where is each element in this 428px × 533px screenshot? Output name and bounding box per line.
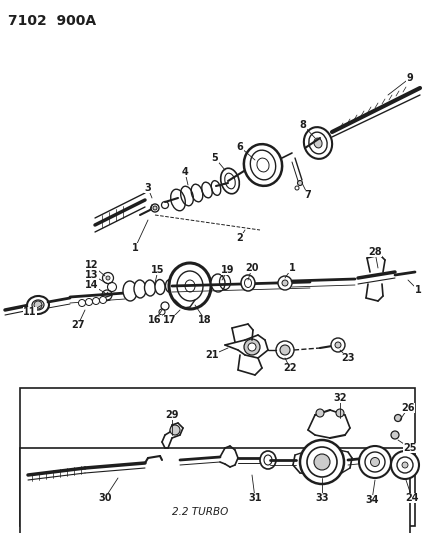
Text: 4: 4 xyxy=(181,167,188,177)
Text: 7: 7 xyxy=(305,190,312,200)
Text: 7102  900A: 7102 900A xyxy=(8,14,96,28)
Circle shape xyxy=(86,298,92,305)
Text: 5: 5 xyxy=(211,153,218,163)
Ellipse shape xyxy=(241,275,255,291)
Circle shape xyxy=(331,338,345,352)
Text: 18: 18 xyxy=(198,315,212,325)
Ellipse shape xyxy=(402,462,408,468)
Ellipse shape xyxy=(359,446,391,478)
Text: 19: 19 xyxy=(221,265,235,275)
Text: 1: 1 xyxy=(132,243,138,253)
Ellipse shape xyxy=(391,451,419,479)
Ellipse shape xyxy=(307,447,337,477)
Text: 2: 2 xyxy=(237,233,244,243)
Text: 13: 13 xyxy=(85,270,99,280)
Circle shape xyxy=(248,343,256,351)
Ellipse shape xyxy=(314,454,330,470)
Circle shape xyxy=(336,409,344,417)
Ellipse shape xyxy=(27,296,49,314)
Ellipse shape xyxy=(260,451,276,469)
Text: 17: 17 xyxy=(163,315,177,325)
Text: 9: 9 xyxy=(407,73,413,83)
Text: 22: 22 xyxy=(283,363,297,373)
Ellipse shape xyxy=(169,263,211,309)
Ellipse shape xyxy=(300,440,344,484)
Ellipse shape xyxy=(166,279,175,293)
Ellipse shape xyxy=(123,281,137,301)
Circle shape xyxy=(316,409,324,417)
Text: 30: 30 xyxy=(98,493,112,503)
Circle shape xyxy=(282,280,288,286)
Ellipse shape xyxy=(397,457,413,473)
Text: 26: 26 xyxy=(401,403,415,413)
Circle shape xyxy=(335,342,341,348)
Ellipse shape xyxy=(211,274,225,292)
Circle shape xyxy=(280,345,290,355)
Circle shape xyxy=(276,341,294,359)
Circle shape xyxy=(106,276,110,280)
Ellipse shape xyxy=(134,280,146,298)
Text: 21: 21 xyxy=(205,350,219,360)
Circle shape xyxy=(170,425,180,435)
Ellipse shape xyxy=(155,279,165,295)
Circle shape xyxy=(244,339,260,355)
Text: 14: 14 xyxy=(85,280,99,290)
Text: 12: 12 xyxy=(85,260,99,270)
Text: 29: 29 xyxy=(165,410,179,420)
Text: 31: 31 xyxy=(248,493,262,503)
Ellipse shape xyxy=(314,138,322,148)
Text: 1: 1 xyxy=(288,263,295,273)
Circle shape xyxy=(297,181,303,185)
Text: 11: 11 xyxy=(23,307,37,317)
Ellipse shape xyxy=(371,457,380,466)
Text: 2.2 TURBO: 2.2 TURBO xyxy=(172,507,228,517)
Text: 16: 16 xyxy=(148,315,162,325)
Ellipse shape xyxy=(365,452,385,472)
Circle shape xyxy=(395,415,401,422)
Circle shape xyxy=(278,276,292,290)
Text: 23: 23 xyxy=(341,353,355,363)
Text: 33: 33 xyxy=(315,493,329,503)
Text: 34: 34 xyxy=(365,495,379,505)
Ellipse shape xyxy=(244,144,282,186)
Circle shape xyxy=(391,431,399,439)
Text: 6: 6 xyxy=(237,142,244,152)
Text: 8: 8 xyxy=(300,120,306,130)
Circle shape xyxy=(92,297,99,304)
Text: 1: 1 xyxy=(415,285,422,295)
Circle shape xyxy=(99,296,107,303)
Circle shape xyxy=(78,300,86,306)
Text: 15: 15 xyxy=(151,265,165,275)
Text: 3: 3 xyxy=(145,183,152,193)
Text: 28: 28 xyxy=(368,247,382,257)
Circle shape xyxy=(153,206,157,210)
Text: 20: 20 xyxy=(245,263,259,273)
Text: 27: 27 xyxy=(71,320,85,330)
Text: 24: 24 xyxy=(405,493,419,503)
Ellipse shape xyxy=(145,280,155,296)
Ellipse shape xyxy=(304,127,332,159)
Circle shape xyxy=(34,301,42,309)
Text: 32: 32 xyxy=(333,393,347,403)
Text: 25: 25 xyxy=(403,443,417,453)
Bar xyxy=(20,388,415,526)
Bar xyxy=(20,448,410,533)
